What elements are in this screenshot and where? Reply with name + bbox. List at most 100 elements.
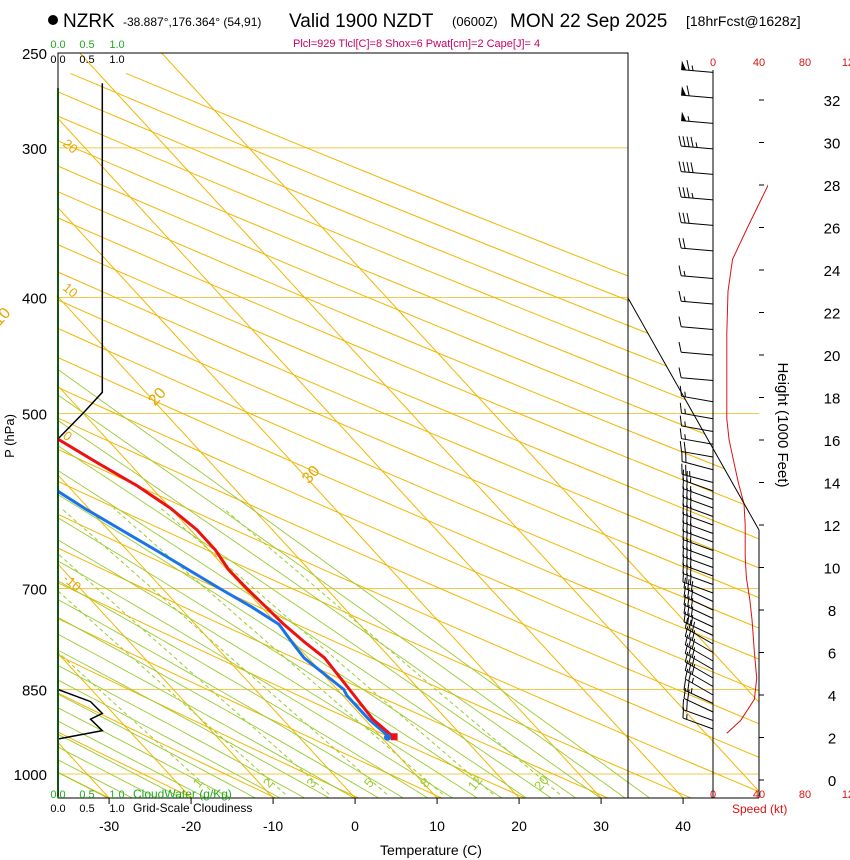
barb-shaft xyxy=(682,522,714,534)
wind-barb xyxy=(683,679,714,704)
isotherm-line xyxy=(58,296,520,798)
barb-feather xyxy=(687,587,690,599)
height-tick-label: 32 xyxy=(824,93,841,110)
height-tick-label: 10 xyxy=(824,561,841,578)
stability-indices: Plcl=929 Tlcl[C]=8 Shox=6 Pwat[cm]=2 Cap… xyxy=(293,38,540,50)
dry-adiabat xyxy=(58,386,628,638)
moist-adiabat xyxy=(0,53,627,799)
cloudiness-tick-label: 0.5 xyxy=(79,54,94,66)
barb-shaft xyxy=(685,661,714,679)
barb-shaft xyxy=(682,505,714,517)
barb-shaft xyxy=(682,709,714,721)
barb-shaft xyxy=(681,222,714,226)
barb-feather xyxy=(678,161,682,172)
barb-shaft xyxy=(682,547,714,560)
mixing-ratio-line xyxy=(223,507,561,795)
barb-flag xyxy=(681,60,687,71)
dry-adiabat xyxy=(58,115,628,352)
barb-feather xyxy=(684,626,689,637)
plot-frame xyxy=(57,52,629,799)
barb-feather xyxy=(684,643,689,654)
barb-feather xyxy=(678,212,682,223)
isotherm-line xyxy=(58,563,274,798)
thermo-grid-extension xyxy=(0,53,759,804)
dry-adiabat xyxy=(58,654,360,798)
moist-adiabat xyxy=(58,420,602,798)
isotherm-line xyxy=(161,53,628,561)
dry-adiabat xyxy=(58,217,628,459)
height-tick-label: 4 xyxy=(828,688,836,705)
speed-tick-label: 80 xyxy=(799,57,811,69)
moist-adiabat xyxy=(58,368,628,783)
wind-barb xyxy=(678,237,714,252)
dry-adiabat xyxy=(58,191,628,431)
wind-barb xyxy=(678,367,714,381)
dry-adiabat xyxy=(58,448,628,703)
height-tick-label: 22 xyxy=(824,306,841,323)
barb-feather xyxy=(684,668,689,680)
wind-barb xyxy=(681,451,714,471)
dry-adiabat-label: 20 xyxy=(60,136,81,157)
moist-adiabat xyxy=(58,560,454,798)
barb-half-feather xyxy=(684,391,686,397)
barb-feather xyxy=(691,664,696,675)
barb-feather xyxy=(691,621,696,633)
barb-feather xyxy=(678,186,682,198)
mixing-ratio-line xyxy=(60,507,388,795)
barb-feather xyxy=(683,611,687,623)
barb-feather xyxy=(686,700,688,711)
isotherm-line xyxy=(58,652,192,798)
dry-adiabat xyxy=(70,72,628,301)
wind-barb xyxy=(683,577,714,602)
barb-feather xyxy=(684,660,689,671)
barb-shaft xyxy=(682,581,714,594)
wind-barb xyxy=(678,316,714,330)
moist-adiabat xyxy=(58,470,552,798)
barb-shaft xyxy=(681,69,714,73)
barb-half-feather xyxy=(684,408,686,414)
moist-adiabat xyxy=(0,53,455,799)
barb-shaft xyxy=(685,627,714,645)
wind-barb xyxy=(678,212,714,226)
barb-shaft xyxy=(681,473,714,483)
height-tick-label: 12 xyxy=(824,518,841,535)
isotherm-label: 20 xyxy=(145,385,170,410)
barb-feather xyxy=(690,614,694,626)
dry-adiabat xyxy=(0,73,539,804)
barb-half-feather xyxy=(687,116,690,122)
barb-feather xyxy=(684,651,689,663)
barb-feather xyxy=(683,688,687,699)
cloudwater-tick-label: 0.5 xyxy=(79,39,94,51)
barb-feather xyxy=(682,212,686,224)
wind-barb xyxy=(681,111,714,124)
dry-adiabat xyxy=(628,298,759,798)
wind-barb xyxy=(681,463,714,483)
barb-shaft xyxy=(682,488,714,500)
barb-feather xyxy=(679,428,682,439)
pressure-tick-label: 1000 xyxy=(14,767,47,784)
barb-shaft xyxy=(681,94,714,99)
isotherm-label: 10 xyxy=(0,305,14,330)
dry-adiabat xyxy=(0,73,372,804)
height-tick-label: 14 xyxy=(824,476,841,493)
cloudiness-tick-label: 0.0 xyxy=(50,803,65,815)
height-axis-title: Height (1000 Feet) xyxy=(774,362,791,487)
speed-tick-label: 120 xyxy=(842,789,850,801)
barb-shaft xyxy=(681,425,714,432)
moist-adiabat xyxy=(58,664,306,798)
dry-adiabat xyxy=(58,140,628,378)
barb-shaft xyxy=(681,196,714,201)
moist-adiabat xyxy=(58,679,281,798)
isotherm-line xyxy=(628,298,759,798)
dry-adiabat xyxy=(628,298,759,798)
wind-barb xyxy=(683,603,714,628)
barb-feather xyxy=(678,135,682,147)
barb-shaft xyxy=(683,613,714,628)
barb-shaft xyxy=(682,564,714,577)
dry-adiabat xyxy=(126,72,628,277)
dry-adiabat xyxy=(628,298,759,798)
height-tick-label: 2 xyxy=(828,731,836,748)
barb-feather xyxy=(687,604,690,616)
wind-barb xyxy=(684,634,714,662)
chart-axes: -30 -20 -10 0 10 20 30 402503004005007008501000… xyxy=(14,39,850,834)
